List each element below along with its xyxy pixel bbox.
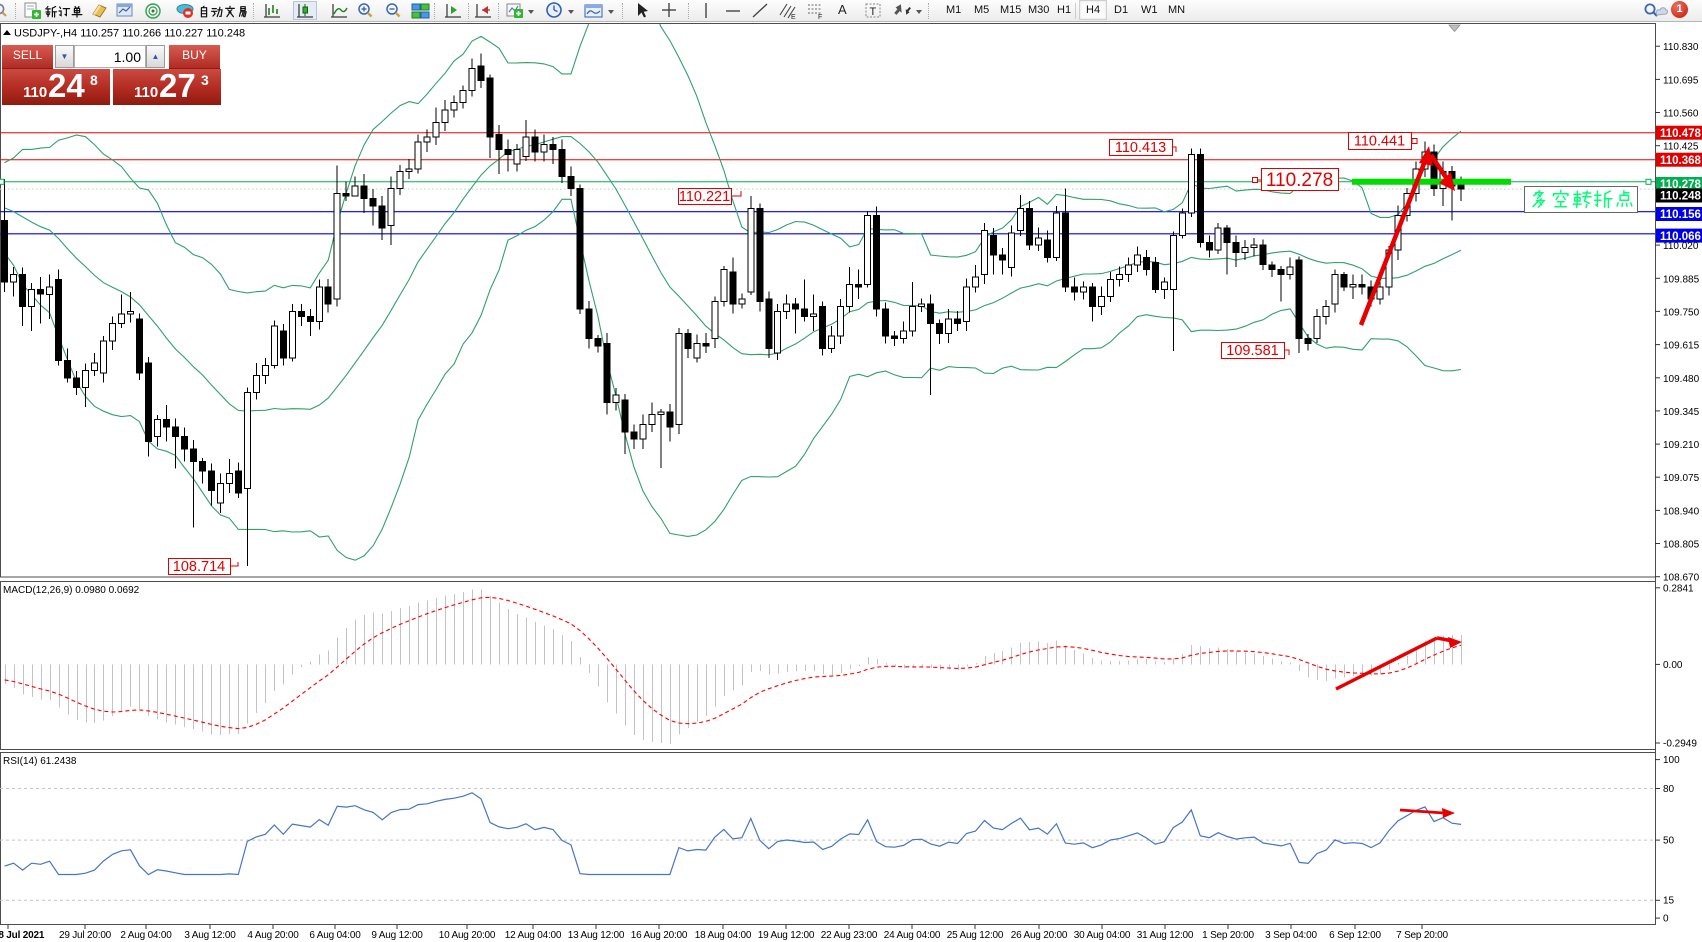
svg-text:6 Sep 12:00: 6 Sep 12:00 bbox=[1329, 930, 1381, 941]
svg-text:4 Aug 20:00: 4 Aug 20:00 bbox=[247, 930, 299, 941]
svg-text:24 Aug 04:00: 24 Aug 04:00 bbox=[884, 930, 941, 941]
svg-text:110.156: 110.156 bbox=[1660, 209, 1701, 221]
svg-text:109.480: 109.480 bbox=[1663, 374, 1700, 385]
svg-text:25 Aug 12:00: 25 Aug 12:00 bbox=[947, 930, 1004, 941]
svg-text:100: 100 bbox=[1663, 755, 1680, 766]
svg-text:80: 80 bbox=[1663, 784, 1675, 795]
svg-text:1 Sep 20:00: 1 Sep 20:00 bbox=[1202, 930, 1254, 941]
svg-text:T: T bbox=[870, 6, 877, 18]
svg-text:108.940: 108.940 bbox=[1663, 506, 1700, 517]
svg-text:E: E bbox=[791, 14, 796, 20]
svg-text:7 Sep 20:00: 7 Sep 20:00 bbox=[1396, 930, 1448, 941]
svg-text:109.210: 109.210 bbox=[1663, 440, 1700, 451]
svg-text:110.278: 110.278 bbox=[1266, 170, 1333, 191]
svg-text:F: F bbox=[818, 14, 822, 20]
svg-text:108.805: 108.805 bbox=[1663, 540, 1700, 551]
svg-text:109.615: 109.615 bbox=[1663, 341, 1700, 352]
svg-text:109.885: 109.885 bbox=[1663, 274, 1700, 285]
svg-text:12 Aug 04:00: 12 Aug 04:00 bbox=[505, 930, 562, 941]
svg-text:110.478: 110.478 bbox=[1660, 128, 1702, 140]
svg-text:110.278: 110.278 bbox=[1660, 179, 1702, 191]
svg-text:15: 15 bbox=[1663, 896, 1675, 907]
svg-text:2 Aug 04:00: 2 Aug 04:00 bbox=[120, 930, 172, 941]
svg-text:110.425: 110.425 bbox=[1663, 142, 1699, 153]
svg-text:110.560: 110.560 bbox=[1663, 109, 1699, 120]
svg-text:28 Jul 2021: 28 Jul 2021 bbox=[0, 930, 45, 941]
svg-text:9 Aug 12:00: 9 Aug 12:00 bbox=[371, 930, 423, 941]
svg-text:22 Aug 23:00: 22 Aug 23:00 bbox=[821, 930, 878, 941]
svg-text:13 Aug 12:00: 13 Aug 12:00 bbox=[568, 930, 625, 941]
svg-text:USDJPY-,H4 110.257 110.266 11: USDJPY-,H4 110.257 110.266 110.227 110.2… bbox=[14, 28, 245, 40]
svg-text:MACD(12,26,9) 0.0980 0.0692: MACD(12,26,9) 0.0980 0.0692 bbox=[3, 585, 140, 596]
svg-text:18 Aug 04:00: 18 Aug 04:00 bbox=[695, 930, 752, 941]
svg-text:108.670: 108.670 bbox=[1663, 573, 1700, 584]
svg-text:109.581: 109.581 bbox=[1226, 343, 1278, 359]
svg-text:0.2841: 0.2841 bbox=[1663, 584, 1694, 595]
svg-text:29 Jul 20:00: 29 Jul 20:00 bbox=[59, 930, 112, 941]
svg-text:110.441: 110.441 bbox=[1354, 134, 1405, 150]
svg-text:16 Aug 20:00: 16 Aug 20:00 bbox=[631, 930, 688, 941]
svg-text:108.714: 108.714 bbox=[173, 559, 225, 575]
svg-text:110.221: 110.221 bbox=[679, 189, 730, 205]
svg-text:110.066: 110.066 bbox=[1660, 231, 1701, 243]
svg-text:110.830: 110.830 bbox=[1663, 42, 1699, 53]
svg-text:110.368: 110.368 bbox=[1660, 155, 1702, 167]
svg-text:50: 50 bbox=[1663, 836, 1675, 847]
svg-text:19 Aug 12:00: 19 Aug 12:00 bbox=[758, 930, 815, 941]
svg-text:0: 0 bbox=[1663, 914, 1669, 925]
svg-text:30 Aug 04:00: 30 Aug 04:00 bbox=[1074, 930, 1131, 941]
svg-text:3 Aug 12:00: 3 Aug 12:00 bbox=[184, 930, 236, 941]
svg-text:0.00: 0.00 bbox=[1663, 660, 1683, 671]
svg-text:26 Aug 20:00: 26 Aug 20:00 bbox=[1011, 930, 1068, 941]
svg-text:6 Aug 04:00: 6 Aug 04:00 bbox=[309, 930, 361, 941]
svg-text:110.248: 110.248 bbox=[1660, 191, 1702, 203]
svg-text:10 Aug 20:00: 10 Aug 20:00 bbox=[439, 930, 496, 941]
svg-text:110.695: 110.695 bbox=[1663, 75, 1699, 86]
svg-text:-0.2949: -0.2949 bbox=[1663, 739, 1697, 750]
svg-text:RSI(14) 61.2438: RSI(14) 61.2438 bbox=[3, 756, 77, 767]
svg-text:110.020: 110.020 bbox=[1663, 241, 1699, 252]
svg-text:109.750: 109.750 bbox=[1663, 307, 1700, 318]
svg-text:3 Sep 04:00: 3 Sep 04:00 bbox=[1265, 930, 1317, 941]
svg-text:109.345: 109.345 bbox=[1663, 407, 1700, 418]
svg-text:109.075: 109.075 bbox=[1663, 473, 1700, 484]
svg-text:110.413: 110.413 bbox=[1115, 140, 1166, 156]
svg-text:31 Aug 12:00: 31 Aug 12:00 bbox=[1137, 930, 1194, 941]
